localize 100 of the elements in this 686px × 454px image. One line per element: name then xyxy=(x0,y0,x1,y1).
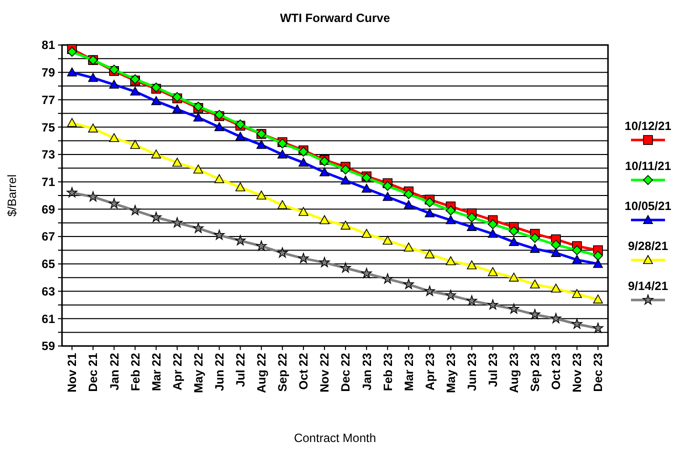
point xyxy=(340,164,350,174)
point xyxy=(320,215,330,224)
point xyxy=(424,197,435,208)
x-tick-label: Apr 23 xyxy=(422,352,437,390)
point xyxy=(593,259,603,268)
point xyxy=(551,284,561,293)
point xyxy=(340,262,351,273)
point xyxy=(235,235,246,246)
y-tick-label: 63 xyxy=(42,284,56,298)
point xyxy=(214,230,225,240)
point xyxy=(487,299,498,310)
x-tick-label: Jul 23 xyxy=(486,352,500,388)
y-tick-label: 59 xyxy=(42,339,56,354)
point xyxy=(172,217,183,228)
y-tick-label: 67 xyxy=(42,230,56,244)
y-tick-label: 69 xyxy=(42,202,56,216)
y-tick-label: 71 xyxy=(42,175,56,190)
text: 10/05/21 xyxy=(624,199,672,213)
point xyxy=(361,268,372,278)
point xyxy=(488,267,498,276)
point xyxy=(298,158,308,167)
point xyxy=(130,86,140,96)
point xyxy=(214,174,224,184)
point xyxy=(508,303,520,314)
y-tick-label: 61 xyxy=(42,312,56,326)
x-tick-label: May 22 xyxy=(191,352,206,394)
point xyxy=(403,278,414,290)
point xyxy=(572,289,582,298)
y-tick-label: 75 xyxy=(42,120,56,134)
text: 9/14/21 xyxy=(628,279,668,293)
point xyxy=(593,250,603,261)
y-tick-label: 65 xyxy=(42,257,56,272)
x-tick-label: Jul 22 xyxy=(234,352,248,388)
point xyxy=(88,124,98,132)
point xyxy=(466,222,477,231)
point xyxy=(508,272,519,282)
point xyxy=(150,212,162,222)
x-tick-label: Oct 22 xyxy=(296,352,311,390)
point xyxy=(445,290,456,300)
x-axis-title: Contract Month xyxy=(294,431,376,445)
point xyxy=(340,176,350,184)
point xyxy=(466,212,477,222)
point xyxy=(466,260,477,270)
x-tick-label: Sep 22 xyxy=(276,352,290,392)
point xyxy=(130,204,140,216)
point xyxy=(488,228,498,238)
point xyxy=(446,206,456,216)
point xyxy=(256,240,267,251)
point xyxy=(340,220,350,230)
x-tick-label: Feb 22 xyxy=(128,352,142,392)
point xyxy=(530,244,540,253)
x-tick-label: Sep 23 xyxy=(528,352,542,392)
point xyxy=(319,256,330,268)
point xyxy=(109,80,119,89)
point xyxy=(382,192,392,201)
point xyxy=(362,184,372,193)
point xyxy=(592,322,604,333)
chart-title: WTI Forward Curve xyxy=(280,11,390,25)
point xyxy=(572,318,582,329)
point xyxy=(214,122,224,132)
point xyxy=(446,256,456,266)
point xyxy=(382,273,393,284)
x-tick-label: Aug 23 xyxy=(507,352,522,394)
point xyxy=(235,132,246,141)
y-tick-label: 79 xyxy=(42,66,56,80)
x-tick-label: May 23 xyxy=(444,352,458,394)
point xyxy=(382,181,392,191)
point xyxy=(298,207,308,216)
x-tick-label: Jun 22 xyxy=(212,352,226,392)
point xyxy=(256,190,266,200)
point xyxy=(530,308,540,320)
point xyxy=(551,248,561,257)
point xyxy=(446,215,456,224)
x-tick-label: Nov 21 xyxy=(65,352,80,392)
point xyxy=(466,295,478,306)
point xyxy=(235,182,246,192)
x-tick-label: Jun 23 xyxy=(464,352,479,392)
point xyxy=(320,167,330,176)
text: 10/12/21 xyxy=(624,119,672,133)
y-tick-label: 77 xyxy=(42,92,56,107)
point xyxy=(109,133,119,142)
point xyxy=(593,294,603,304)
point xyxy=(108,198,120,208)
point xyxy=(67,46,77,57)
point xyxy=(382,236,392,245)
point xyxy=(172,104,182,114)
point xyxy=(488,219,498,230)
point xyxy=(278,150,288,158)
point xyxy=(277,247,288,258)
point xyxy=(572,254,582,264)
point xyxy=(151,150,162,158)
x-tick-label: Dec 23 xyxy=(591,352,606,392)
point xyxy=(172,158,182,167)
point xyxy=(298,252,309,264)
y-axis-title: $/Barrel xyxy=(5,174,19,217)
x-tick-label: Feb 23 xyxy=(380,352,395,392)
point xyxy=(362,228,372,238)
point xyxy=(404,189,414,200)
x-tick-label: Apr 22 xyxy=(170,352,184,390)
point xyxy=(424,208,435,218)
